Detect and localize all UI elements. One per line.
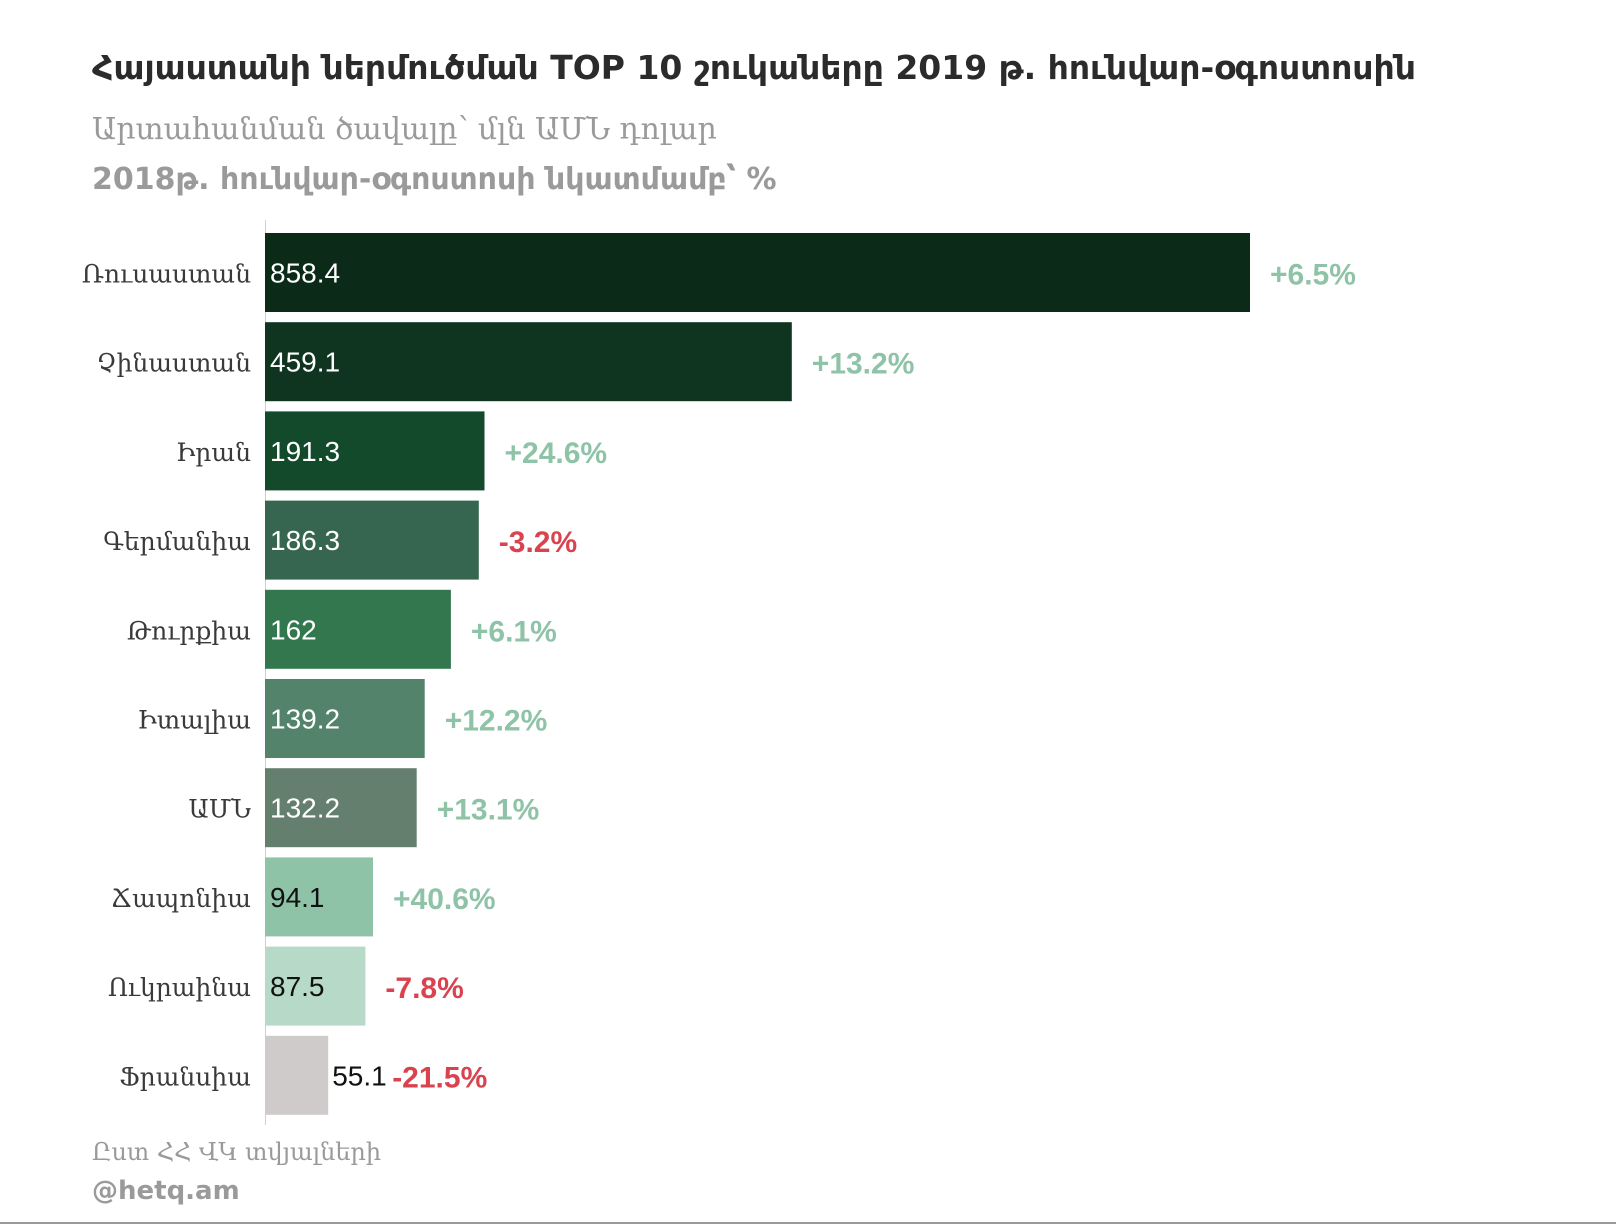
category-label: Իտալիա <box>138 706 251 735</box>
bar <box>265 857 373 937</box>
change-label: +24.6% <box>505 437 608 470</box>
category-label: ԱՄՆ <box>188 795 251 824</box>
chart-subtitle: Արտահանման ծավալը՝ մլն ԱՄՆ դոլար <box>92 112 717 147</box>
category-label: Ֆրանսիա <box>119 1062 251 1091</box>
value-label: 132.2 <box>270 793 340 824</box>
category-axis-line <box>265 220 266 1125</box>
value-label: 139.2 <box>270 704 340 735</box>
category-label: Գերմանիա <box>103 527 251 556</box>
category-label: Ռուսաստան <box>82 260 251 289</box>
value-label: 191.3 <box>270 436 340 467</box>
value-label: 858.4 <box>270 258 340 289</box>
change-label: +6.1% <box>471 615 557 648</box>
bar <box>265 233 1250 312</box>
change-label: +40.6% <box>393 883 496 916</box>
bar <box>265 500 479 580</box>
change-label: +13.2% <box>812 348 915 381</box>
bar <box>265 679 425 758</box>
value-label: 162 <box>270 614 317 645</box>
category-label: Ճապոնիա <box>111 884 251 913</box>
value-label: 87.5 <box>270 971 325 1002</box>
change-label: -7.8% <box>385 972 463 1005</box>
value-label: 459.1 <box>270 347 340 378</box>
bar <box>265 411 485 491</box>
category-label: Ուկրաինա <box>108 973 251 1002</box>
bar <box>265 322 792 402</box>
bar <box>265 1035 329 1115</box>
chart-subtitle-2: 2018թ. հունվար-օգոստոսի նկատմամբ՝ % <box>92 162 777 197</box>
source-note: Ըստ ՀՀ ՎԿ տվյալների <box>92 1138 382 1166</box>
credit: @hetq.am <box>92 1176 240 1206</box>
change-label: -3.2% <box>499 526 577 559</box>
change-label: +6.5% <box>1270 259 1356 292</box>
change-label: -21.5% <box>392 1061 487 1094</box>
value-label: 186.3 <box>270 525 340 556</box>
bar <box>265 589 451 669</box>
change-label: +12.2% <box>445 705 548 738</box>
category-label: Իրան <box>176 438 251 467</box>
bar <box>265 768 417 848</box>
category-label: Չինաստան <box>97 349 251 378</box>
category-label: Թուրքիա <box>127 616 251 645</box>
value-label: 55.1 <box>332 1060 387 1091</box>
bar <box>265 946 366 1026</box>
chart-title: Հայաստանի ներմուծման TOP 10 շուկաները 20… <box>92 48 1416 87</box>
bottom-rule <box>0 1222 1616 1224</box>
change-label: +13.1% <box>437 794 540 827</box>
value-label: 94.1 <box>270 882 325 913</box>
